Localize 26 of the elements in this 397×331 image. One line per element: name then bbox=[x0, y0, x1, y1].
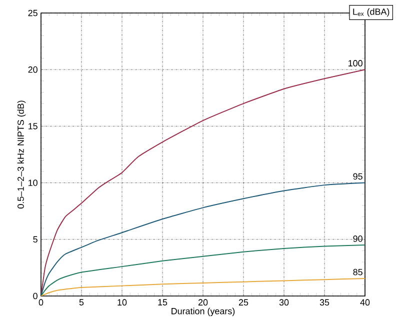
y-tick-label: 10 bbox=[28, 180, 38, 186]
legend-title: L$_{ex}$ (dBA) bbox=[353, 8, 390, 17]
y-axis-title: 0.5–1–2–3 kHz NIPTS (dB) bbox=[17, 100, 26, 208]
series-label: 90 bbox=[353, 236, 362, 242]
x-tick-label: 40 bbox=[360, 299, 370, 306]
series-label: 85 bbox=[353, 268, 362, 276]
y-tick-label: 20 bbox=[28, 66, 38, 73]
series-label: 95 bbox=[353, 173, 362, 180]
y-tick-label: 15 bbox=[28, 123, 38, 130]
y-tick-label: 5 bbox=[33, 236, 38, 243]
line-series bbox=[41, 182, 366, 296]
x-tick-label: 35 bbox=[320, 299, 330, 306]
x-tick-label: 0 bbox=[38, 299, 44, 306]
x-axis-title: Duration (years) bbox=[172, 308, 235, 316]
y-tick-label: 25 bbox=[28, 10, 38, 16]
line-series bbox=[41, 69, 366, 296]
series-label: 100 bbox=[348, 60, 362, 66]
x-tick-label: 15 bbox=[158, 299, 168, 306]
line-series bbox=[41, 244, 366, 296]
y-tick-label: 0 bbox=[33, 292, 38, 300]
x-tick-label: 30 bbox=[279, 299, 289, 306]
x-tick-label: 5 bbox=[79, 299, 84, 306]
x-tick-label: 25 bbox=[238, 299, 248, 306]
x-tick-label: 10 bbox=[118, 299, 127, 306]
x-tick-label: 20 bbox=[198, 299, 208, 306]
line-series bbox=[41, 278, 366, 296]
